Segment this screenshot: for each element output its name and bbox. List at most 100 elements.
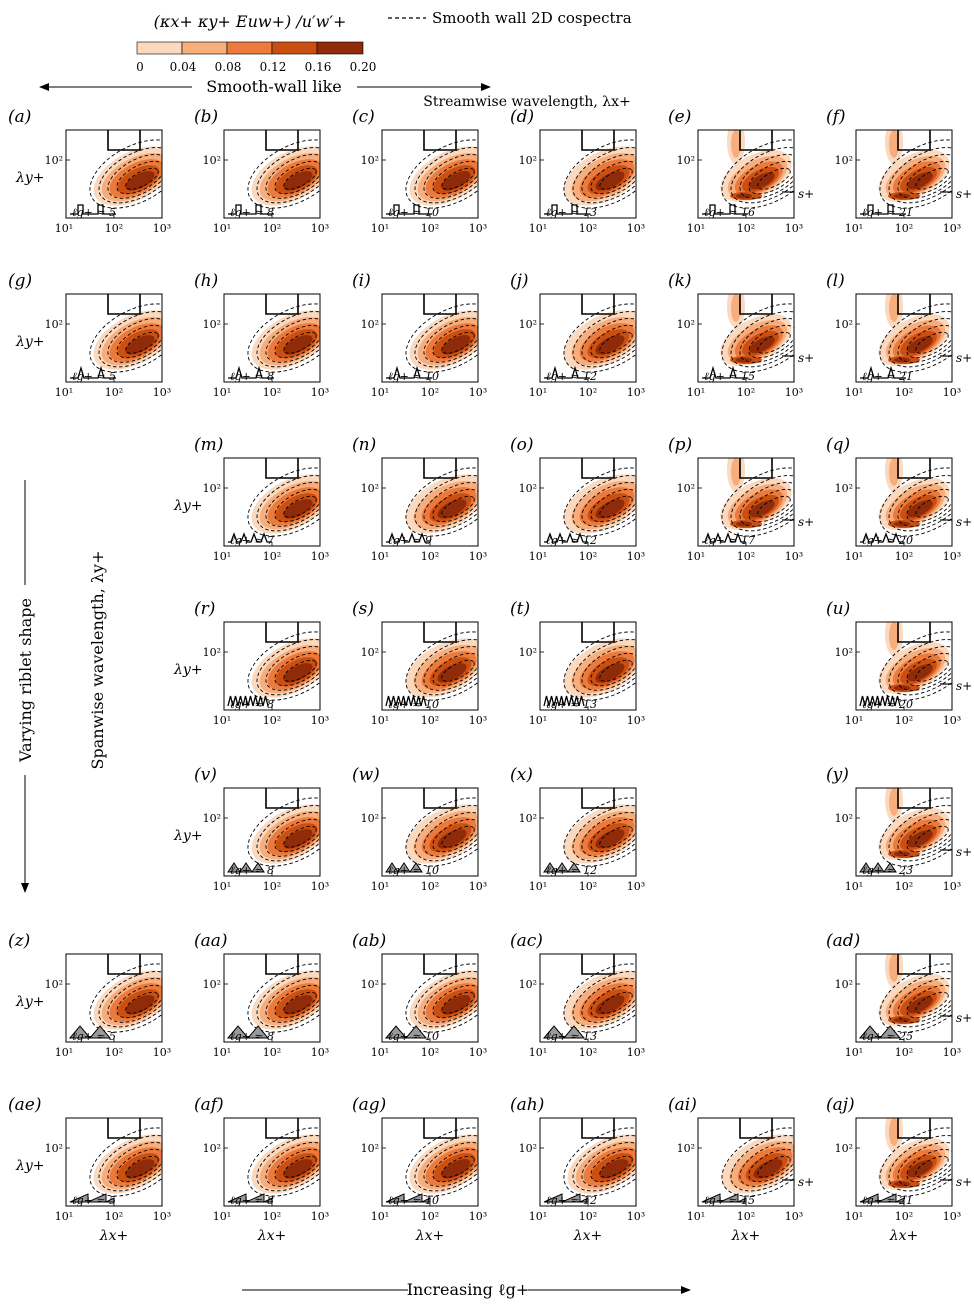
contour-fill-level-5 — [283, 499, 313, 519]
smooth-wall-contour — [599, 495, 633, 518]
smooth-wall-contour — [581, 978, 636, 1023]
riblet-trapezoid-shape — [70, 365, 116, 379]
panel-grid: 10¹ 10² 10³ 10² ℓg+ ≈ 5 (a) λy+ 10¹ 10² 10³ 10² ℓg+… — [8, 107, 972, 1244]
smooth-wall-contour — [107, 1142, 162, 1187]
riblet-large-triangle-shape — [858, 1025, 902, 1039]
smooth-wall-contour — [265, 154, 320, 199]
lg-label: ℓg+ ≈ 21 — [862, 370, 913, 383]
smooth-wall-contour — [897, 1142, 952, 1187]
x-tick-label: 10¹ — [529, 880, 547, 893]
contour-fill-level-5 — [437, 829, 467, 849]
panel: 10¹ 10² 10³ 10² ℓg+ ≈ 10 (s) — [352, 599, 487, 727]
lg-label: ℓg+ ≈ 16 — [704, 206, 755, 219]
contour-upward-lobe-inner — [889, 294, 899, 322]
panel-plot-area — [698, 458, 794, 546]
contour-fill-level-5 — [907, 336, 933, 354]
contour-streak-core — [736, 193, 752, 199]
lg-label: ℓg+ ≈ 21 — [862, 1194, 913, 1207]
panel-plot-area — [540, 294, 636, 382]
x-tick-label: 10¹ — [213, 1046, 231, 1059]
riblet-triangle-shape — [385, 862, 423, 873]
smooth-wall-contour — [888, 1135, 952, 1192]
x-tick-label: 10³ — [627, 1210, 645, 1223]
x-tick-label: 10³ — [627, 550, 645, 563]
x-tick-label: 10³ — [785, 550, 803, 563]
panel: 10¹ 10² 10³ 10² ℓg+ ≈ 12 (o) — [510, 435, 645, 563]
panel-plot-area — [382, 788, 478, 876]
x-tick-label: 10³ — [153, 222, 171, 235]
x-tick-label: 10³ — [469, 550, 487, 563]
y-tick-label: 10² — [835, 1142, 853, 1155]
x-tick-label: 10³ — [943, 550, 961, 563]
contour-streak-core — [894, 851, 910, 857]
y-tick-label: 10² — [519, 812, 537, 825]
smooth-wall-contour — [256, 971, 320, 1028]
x-tick-label: 10³ — [469, 1210, 487, 1223]
riblet-spike-shape — [860, 532, 904, 543]
smooth-wall-contour — [265, 978, 320, 1023]
panel: 10¹ 10² 10³ 10² ℓg+ ≈ 7 (m) λy+ — [173, 435, 329, 563]
panel-label: (z) — [8, 931, 30, 951]
contour-fill-level-5 — [125, 335, 155, 355]
wavelength-box — [897, 294, 931, 315]
contour-fill-level-5 — [595, 829, 625, 849]
smooth-wall-contour — [897, 812, 952, 857]
panel: 10¹ 10² 10³ 10² ℓg+ ≈ 15 s+ (ai) λx+ — [668, 1095, 814, 1244]
smooth-wall-contour — [414, 971, 478, 1028]
x-tick-label: 10³ — [311, 386, 329, 399]
panel-label: (af) — [194, 1095, 224, 1115]
panel: 10¹ 10² 10³ 10² ℓg+ ≈ 10 (w) — [352, 765, 487, 893]
s-marker-label: s+ — [956, 1175, 972, 1189]
x-tick-label: 10³ — [943, 386, 961, 399]
x-tick-label: 10³ — [153, 1210, 171, 1223]
smooth-wall-contour — [581, 646, 636, 691]
contour-streak-core — [894, 685, 910, 691]
panel: 10¹ 10² 10³ 10² ℓg+ ≈ 12 (j) — [510, 271, 645, 399]
riblet-spike-shape — [544, 532, 588, 543]
y-tick-label: 10² — [45, 318, 63, 331]
y-tick-label: 10² — [203, 154, 221, 167]
smooth-wall-contour — [283, 167, 317, 190]
smooth-wall-contour — [757, 331, 791, 354]
lg-label: ℓg+ ≈ 23 — [862, 864, 913, 877]
smooth-wall-contour — [116, 1148, 162, 1183]
x-tick-label: 10¹ — [371, 386, 389, 399]
s-marker-label: s+ — [956, 187, 972, 201]
lg-label: ℓg+ ≈ 8 — [230, 1194, 274, 1207]
x-tick-label: 10³ — [627, 386, 645, 399]
smooth-wall-contour — [274, 324, 320, 359]
smooth-like-label: Smooth-wall like — [206, 77, 342, 96]
panel-label: (i) — [352, 271, 371, 291]
lg-label: ℓg+ ≈ 20 — [862, 698, 913, 711]
smooth-wall-contour — [897, 646, 952, 691]
panel: 10¹ 10² 10³ 10² ℓg+ ≈ 10 (i) — [352, 271, 487, 399]
smooth-wall-contour — [256, 1135, 320, 1192]
s-marker-label: s+ — [798, 351, 814, 365]
contour-fill-level-5 — [749, 336, 775, 354]
wavelength-box — [265, 458, 299, 479]
panel: 10¹ 10² 10³ 10² ℓg+ ≈ 5 (z) λy+ — [8, 931, 171, 1059]
legend-smooth-label: Smooth wall 2D cospectra — [432, 9, 632, 27]
lg-label: ℓg+ ≈ 13 — [546, 698, 597, 711]
smooth-wall-contour — [98, 1135, 162, 1192]
x-tick-label: 10² — [737, 222, 755, 235]
panel: 10¹ 10² 10³ 10² ℓg+ ≈ 12 (ah) λx+ — [510, 1095, 645, 1244]
panel: 10¹ 10² 10³ 10² ℓg+ ≈ 10 (c) — [352, 107, 487, 235]
y-tick-label: 10² — [361, 646, 379, 659]
y-tick-label: 10² — [835, 318, 853, 331]
x-axis-label: λx+ — [731, 1228, 761, 1244]
lg-label: ℓg+ ≈ 9 — [388, 534, 432, 547]
contour-upward-lobe-inner — [889, 622, 899, 650]
contour-streak-core — [894, 521, 910, 527]
lg-label: ℓg+ ≈ 12 — [546, 864, 597, 877]
smooth-wall-contour — [581, 154, 636, 199]
panel: 10¹ 10² 10³ 10² ℓg+ ≈ 13 (ac) — [510, 931, 645, 1059]
smooth-wall-contour — [590, 652, 636, 687]
riblet-sawtooth-shape — [543, 1193, 589, 1203]
x-axis-label: λx+ — [889, 1228, 919, 1244]
panel-label: (y) — [826, 765, 849, 785]
x-tick-label: 10³ — [627, 714, 645, 727]
x-tick-label: 10² — [579, 1046, 597, 1059]
smooth-wall-contour — [599, 331, 633, 354]
